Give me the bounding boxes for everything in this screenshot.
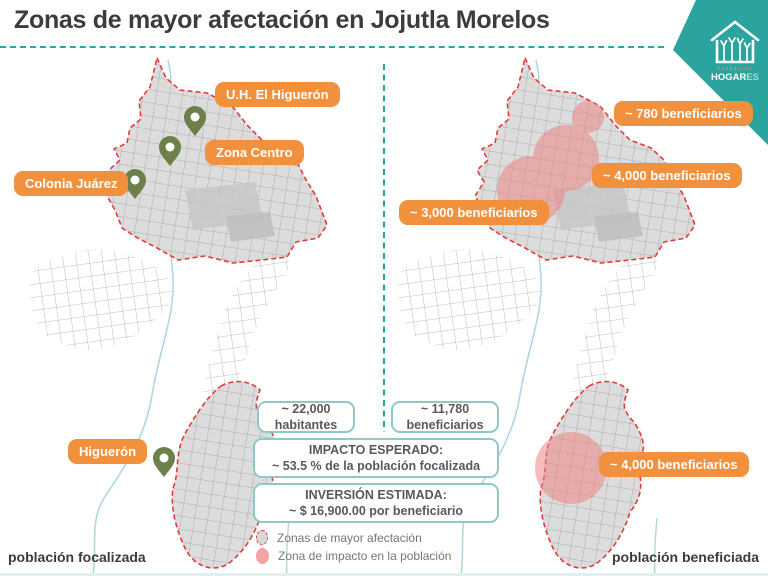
- map-pin-icon-higueron: [153, 447, 175, 477]
- house-icon: [710, 20, 760, 64]
- bottom-accent-strip: [0, 573, 768, 576]
- page-title: Zonas de mayor afectación en Jojutla Mor…: [14, 6, 550, 34]
- impact-circle-norte: [572, 101, 604, 133]
- legend-affectation-label: Zonas de mayor afectación: [277, 530, 422, 545]
- brand-name-fundacion: Fundación: [718, 66, 753, 71]
- caption-poblacion-focalizada: población focalizada: [8, 549, 146, 565]
- caption-poblacion-beneficiada: población beneficiada: [611, 549, 759, 565]
- affected-zone-icon: [256, 530, 268, 545]
- label-colonia-juarez: Colonia Juárez: [14, 171, 129, 196]
- label-higueron: Higuerón: [68, 439, 148, 464]
- stat-inversion-heading: INVERSIÓN ESTIMADA:: [305, 487, 447, 502]
- stat-impacto-esperado: IMPACTO ESPERADO: ~ 53.5 % de la poblaci…: [253, 438, 499, 478]
- stat-beneficiarios-value: ~ 11,780: [420, 401, 470, 416]
- stat-habitantes: ~ 22,000 habitantes: [257, 401, 355, 433]
- stat-inversion-detail: ~ $ 16,900.00 por beneficiario: [288, 504, 464, 518]
- stat-impacto-detail: ~ 53.5 % de la población focalizada: [271, 459, 481, 473]
- stat-habitantes-value: ~ 22,000: [281, 401, 331, 416]
- header-dashed-divider: [0, 46, 664, 48]
- stat-beneficiarios: ~ 11,780 beneficiarios: [391, 401, 499, 433]
- label-zona-centro: Zona Centro: [205, 140, 304, 165]
- label-uh-el-higueron: U.H. El Higuerón: [215, 82, 340, 107]
- brand-name-hogares: HOGARES: [711, 72, 759, 83]
- label-beneficiarios-centro: ~ 4,000 beneficiarios: [592, 163, 742, 188]
- stat-beneficiarios-unit: beneficiarios: [406, 418, 484, 432]
- impact-zone-icon: [256, 548, 269, 564]
- legend: Zonas de mayor afectación Zona de impact…: [256, 530, 451, 564]
- label-beneficiarios-juarez: ~ 3,000 beneficiarios: [399, 200, 549, 225]
- stat-impacto-heading: IMPACTO ESPERADO:: [308, 442, 444, 457]
- legend-item-affectation: Zonas de mayor afectación: [256, 530, 451, 545]
- impact-circle-sur: [535, 432, 607, 504]
- label-beneficiarios-norte: ~ 780 beneficiarios: [614, 101, 753, 126]
- legend-item-impact: Zona de impacto en la población: [256, 548, 451, 564]
- stat-inversion-estimada: INVERSIÓN ESTIMADA: ~ $ 16,900.00 por be…: [253, 483, 499, 523]
- label-beneficiarios-sur: ~ 4,000 beneficiarios: [599, 452, 749, 477]
- stat-habitantes-unit: habitantes: [274, 418, 338, 432]
- legend-impact-label: Zona de impacto en la población: [278, 549, 452, 563]
